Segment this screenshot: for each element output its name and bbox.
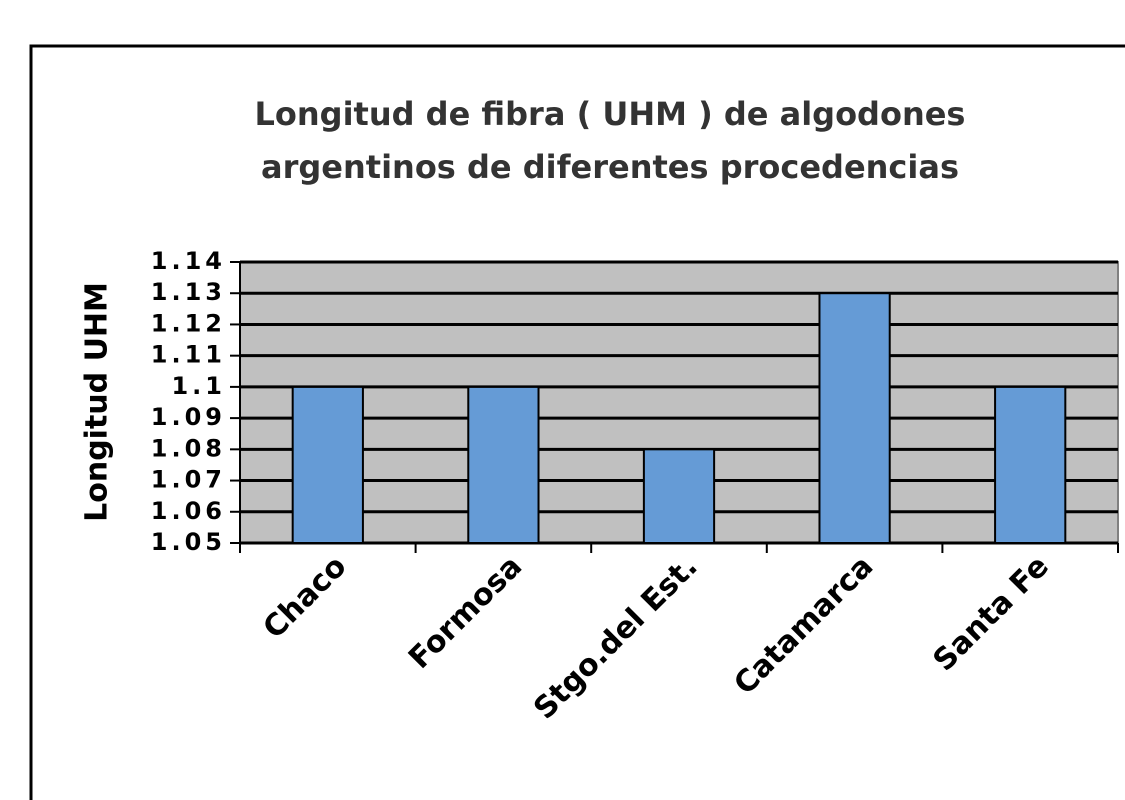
x-tick-label: Stgo.del Est. xyxy=(527,549,705,727)
bar xyxy=(291,385,364,544)
y-tick-label: 1.09 xyxy=(151,403,226,431)
x-tick-label: Chaco xyxy=(257,549,354,646)
y-tick-label: 1.06 xyxy=(151,497,226,525)
chart-title: Longitud de fibra ( UHM ) de algodones a… xyxy=(254,95,966,186)
bar xyxy=(642,448,716,545)
y-tick-label: 1.14 xyxy=(151,247,226,275)
bar xyxy=(818,292,891,544)
y-tick-label: 1.05 xyxy=(151,528,226,556)
y-tick-label: 1.08 xyxy=(151,434,226,462)
x-tick-label: Catamarca xyxy=(727,549,880,702)
y-tick-label: 1.07 xyxy=(151,466,226,494)
x-tick-label: Santa Fe xyxy=(927,549,1056,678)
y-tick-label: 1.1 xyxy=(171,372,226,400)
bar xyxy=(994,385,1067,544)
chart-border xyxy=(29,44,1125,800)
x-tick-label: Formosa xyxy=(402,549,529,676)
y-tick-label: 1.11 xyxy=(151,341,226,369)
y-tick-label: 1.12 xyxy=(151,309,226,337)
y-tick-label: 1.13 xyxy=(151,278,226,306)
y-axis-label: Longitud UHM xyxy=(80,282,115,522)
bar xyxy=(467,385,540,544)
